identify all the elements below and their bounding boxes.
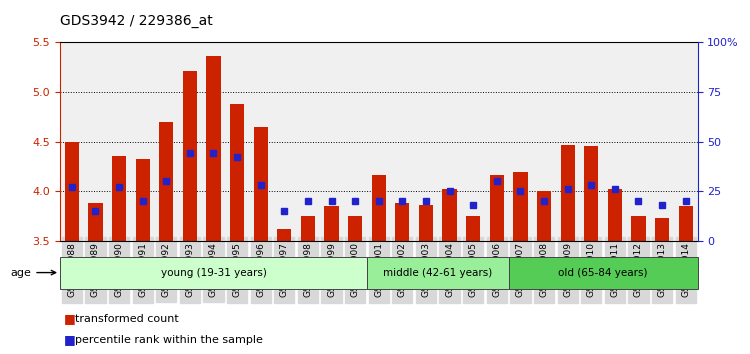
Text: GDS3942 / 229386_at: GDS3942 / 229386_at	[60, 14, 213, 28]
Bar	[395, 203, 410, 241]
Bar	[513, 172, 527, 241]
Text: ■: ■	[64, 333, 76, 346]
Text: middle (42-61 years): middle (42-61 years)	[383, 268, 493, 278]
Bar	[159, 122, 173, 241]
Bar	[88, 203, 103, 241]
Text: percentile rank within the sample: percentile rank within the sample	[75, 335, 262, 345]
Bar	[537, 191, 551, 241]
Bar	[560, 144, 574, 241]
Bar	[206, 56, 220, 241]
Text: ■: ■	[64, 312, 76, 325]
Bar	[679, 206, 693, 241]
Bar	[584, 145, 598, 241]
FancyBboxPatch shape	[367, 257, 509, 289]
Bar	[112, 156, 126, 241]
Bar	[64, 142, 79, 241]
Bar	[655, 218, 669, 241]
Bar	[301, 216, 315, 241]
FancyBboxPatch shape	[509, 257, 698, 289]
Bar	[230, 104, 244, 241]
Text: transformed count: transformed count	[75, 314, 178, 324]
Bar	[183, 71, 197, 241]
Bar	[490, 175, 504, 241]
Bar	[419, 205, 433, 241]
Text: young (19-31 years): young (19-31 years)	[160, 268, 266, 278]
Bar	[254, 127, 268, 241]
Bar	[608, 189, 622, 241]
Text: age: age	[10, 268, 56, 278]
Bar	[632, 216, 646, 241]
Bar	[348, 216, 362, 241]
FancyBboxPatch shape	[60, 257, 367, 289]
Bar	[442, 189, 457, 241]
Bar	[325, 206, 338, 241]
Bar	[136, 159, 150, 241]
Text: old (65-84 years): old (65-84 years)	[558, 268, 648, 278]
Bar	[372, 175, 386, 241]
Bar	[466, 216, 480, 241]
Bar	[278, 229, 292, 241]
